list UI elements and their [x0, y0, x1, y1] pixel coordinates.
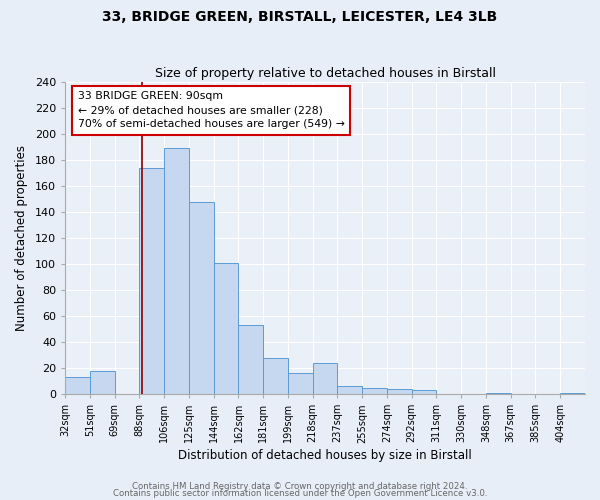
Bar	[139, 168, 164, 394]
Bar	[313, 363, 337, 394]
Bar	[189, 202, 214, 394]
Bar	[238, 325, 263, 394]
Text: Contains public sector information licensed under the Open Government Licence v3: Contains public sector information licen…	[113, 490, 487, 498]
Bar	[263, 358, 288, 394]
Title: Size of property relative to detached houses in Birstall: Size of property relative to detached ho…	[155, 66, 496, 80]
Bar	[560, 392, 585, 394]
Bar	[90, 370, 115, 394]
X-axis label: Distribution of detached houses by size in Birstall: Distribution of detached houses by size …	[178, 450, 472, 462]
Bar	[65, 377, 90, 394]
Bar	[486, 392, 511, 394]
Bar	[214, 262, 238, 394]
Text: Contains HM Land Registry data © Crown copyright and database right 2024.: Contains HM Land Registry data © Crown c…	[132, 482, 468, 491]
Bar	[288, 373, 313, 394]
Bar	[337, 386, 362, 394]
Bar	[362, 388, 387, 394]
Y-axis label: Number of detached properties: Number of detached properties	[15, 145, 28, 331]
Bar	[164, 148, 189, 394]
Bar	[387, 389, 412, 394]
Text: 33 BRIDGE GREEN: 90sqm
← 29% of detached houses are smaller (228)
70% of semi-de: 33 BRIDGE GREEN: 90sqm ← 29% of detached…	[77, 91, 344, 129]
Bar	[412, 390, 436, 394]
Text: 33, BRIDGE GREEN, BIRSTALL, LEICESTER, LE4 3LB: 33, BRIDGE GREEN, BIRSTALL, LEICESTER, L…	[103, 10, 497, 24]
